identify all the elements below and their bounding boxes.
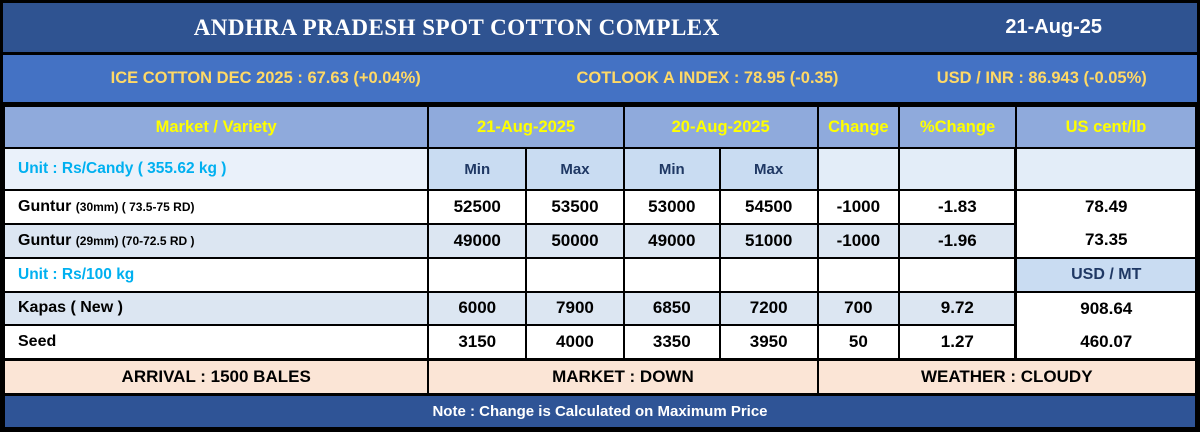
- d1-max: 53500: [525, 189, 625, 225]
- col-header-pct-change: %Change: [898, 104, 1017, 150]
- market-spec: (30mm) ( 73.5-75 RD): [75, 199, 195, 214]
- title-bar: ANDHRA PRADESH SPOT COTTON COMPLEX 21-Au…: [3, 3, 1197, 55]
- change-value: 700: [816, 290, 901, 327]
- market-variety-cell: Guntur (30mm) ( 73.5-75 RD): [2, 189, 430, 225]
- subheader-min-d1: Min: [427, 147, 528, 192]
- d2-min: 3350: [622, 324, 721, 361]
- market-variety-cell: Seed: [2, 324, 430, 361]
- table-row-kapas: Kapas ( New ) 6000 7900 6850 7200 700 9.…: [2, 290, 1198, 327]
- price-table: Market / Variety 21-Aug-2025 20-Aug-2025…: [2, 104, 1198, 429]
- pct-change-value: -1.83: [898, 189, 1017, 225]
- d1-max: 4000: [525, 324, 625, 361]
- unit-rs-100kg-label: Unit : Rs/100 kg: [2, 256, 430, 293]
- col-header-date-current: 21-Aug-2025: [427, 104, 625, 150]
- table-header-row: Market / Variety 21-Aug-2025 20-Aug-2025…: [2, 104, 1198, 150]
- report-date: 21-Aug-25: [1005, 16, 1103, 38]
- blank-cell: [427, 256, 528, 293]
- us-cent-value: 73.35: [1014, 223, 1198, 259]
- blank-cell: [1014, 147, 1198, 192]
- d2-max: 51000: [718, 222, 819, 259]
- d2-max: 54500: [718, 189, 819, 225]
- d1-min: 6000: [427, 290, 528, 327]
- page-title: ANDHRA PRADESH SPOT COTTON COMPLEX: [193, 14, 720, 40]
- col-header-us-cent-lb: US cent/lb: [1014, 104, 1198, 150]
- blank-cell: [525, 256, 625, 293]
- d1-max: 50000: [525, 222, 625, 259]
- table-row-guntur-30mm: Guntur (30mm) ( 73.5-75 RD) 52500 53500 …: [2, 189, 1198, 225]
- status-strip: ARRIVAL : 1500 BALES MARKET : DOWN WEATH…: [2, 357, 1198, 396]
- d1-max: 7900: [525, 290, 625, 327]
- change-value: 50: [816, 324, 901, 361]
- change-value: -1000: [816, 222, 901, 259]
- ticker-cotlook-index: COTLOOK A INDEX : 78.95 (-0.35): [576, 69, 839, 87]
- usd-mt-subheader: USD / MT: [1014, 256, 1198, 293]
- unit-rs-candy-label: Unit : Rs/Candy ( 355.62 kg ): [2, 147, 430, 192]
- col-header-market-variety: Market / Variety: [2, 104, 430, 150]
- d1-min: 52500: [427, 189, 528, 225]
- blank-cell: [622, 256, 721, 293]
- market-ticker-bar: ICE COTTON DEC 2025 : 67.63 (+0.04%) COT…: [3, 55, 1197, 105]
- d2-max: 7200: [718, 290, 819, 327]
- ticker-ice-cotton: ICE COTTON DEC 2025 : 67.63 (+0.04%): [110, 69, 421, 87]
- market-variety-cell: Guntur (29mm) (70-72.5 RD ): [2, 222, 430, 259]
- market-name: Kapas ( New ): [18, 299, 123, 317]
- d2-min: 6850: [622, 290, 721, 327]
- market-name: Guntur: [18, 197, 72, 215]
- unit-100kg-row: Unit : Rs/100 kg USD / MT: [2, 256, 1198, 293]
- blank-cell: [898, 147, 1017, 192]
- market-name: Guntur: [18, 231, 72, 249]
- change-value: -1000: [816, 189, 901, 225]
- note-strip: Note : Change is Calculated on Maximum P…: [3, 392, 1197, 429]
- table-row-guntur-29mm: Guntur (29mm) (70-72.5 RD ) 49000 50000 …: [2, 222, 1198, 259]
- d2-min: 53000: [622, 189, 721, 225]
- d2-max: 3950: [718, 324, 819, 361]
- ticker-usd-inr: USD / INR : 86.943 (-0.05%): [936, 69, 1147, 87]
- market-variety-cell: Kapas ( New ): [2, 290, 430, 327]
- usd-mt-value: 908.64: [1014, 290, 1198, 327]
- col-header-change: Change: [816, 104, 901, 150]
- d1-min: 49000: [427, 222, 528, 259]
- subheader-max-d2: Max: [718, 147, 819, 192]
- d1-min: 3150: [427, 324, 528, 361]
- pct-change-value: -1.96: [898, 222, 1017, 259]
- pct-change-value: 9.72: [898, 290, 1017, 327]
- blank-cell: [816, 256, 901, 293]
- market-name: Seed: [18, 333, 57, 351]
- us-cent-value: 78.49: [1014, 189, 1198, 225]
- usd-mt-value: 460.07: [1014, 325, 1198, 361]
- market-spec: (29mm) (70-72.5 RD ): [75, 233, 195, 248]
- market-status: MARKET : DOWN: [427, 357, 819, 396]
- d2-min: 49000: [622, 222, 721, 259]
- blank-cell: [718, 256, 819, 293]
- blank-cell: [898, 256, 1017, 293]
- unit-candy-row: Unit : Rs/Candy ( 355.62 kg ) Min Max Mi…: [2, 147, 1198, 192]
- blank-cell: [816, 147, 901, 192]
- subheader-min-d2: Min: [622, 147, 721, 192]
- table-row-seed: Seed 3150 4000 3350 3950 50 1.27 460.07: [2, 324, 1198, 361]
- arrival-status: ARRIVAL : 1500 BALES: [2, 357, 430, 396]
- weather-status: WEATHER : CLOUDY: [816, 357, 1198, 396]
- note-text: Note : Change is Calculated on Maximum P…: [3, 392, 1197, 429]
- subheader-max-d1: Max: [525, 147, 625, 192]
- pct-change-value: 1.27: [898, 324, 1017, 361]
- col-header-date-previous: 20-Aug-2025: [622, 104, 819, 150]
